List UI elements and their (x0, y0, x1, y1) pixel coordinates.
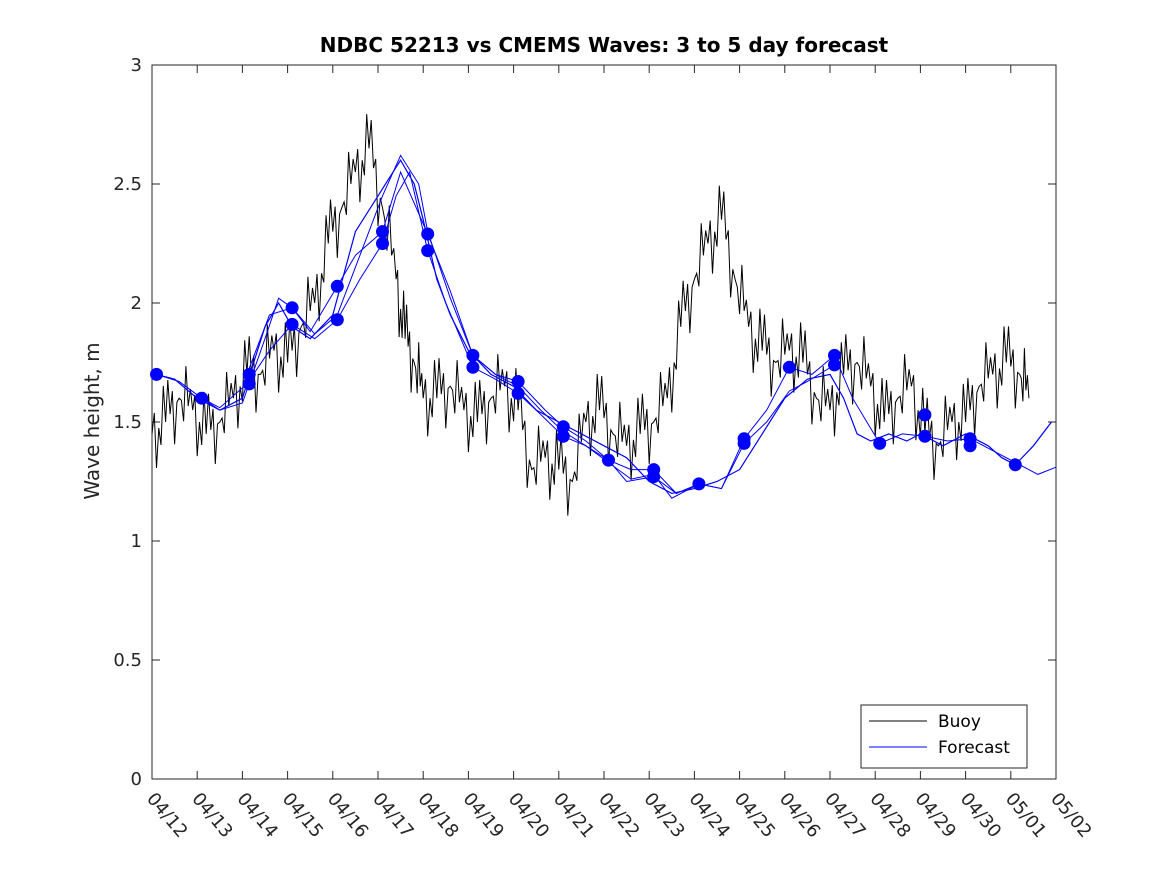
legend: Buoy Forecast (860, 704, 1028, 769)
forecast-marker (737, 436, 751, 450)
forecast-marker (511, 386, 525, 400)
y-tick-label: 2.5 (113, 174, 142, 195)
forecast-marker (466, 360, 480, 374)
x-tick-label: 05/01 (1001, 789, 1050, 842)
x-tick-label: 04/21 (549, 789, 598, 842)
x-tick-label: 04/26 (775, 789, 824, 842)
forecast-marker (242, 367, 256, 381)
forecast-marker (195, 391, 209, 405)
y-axis-label: Wave height, m (80, 342, 104, 499)
series-line-buoy (151, 114, 1030, 516)
forecast-marker (873, 436, 887, 450)
forecast-marker (285, 317, 299, 331)
plot-area (151, 64, 1057, 780)
x-tick-label: 04/30 (956, 789, 1005, 842)
forecast-marker (556, 429, 570, 443)
forecast-marker (692, 477, 706, 491)
forecast-marker (242, 377, 256, 391)
x-tick-label: 04/28 (865, 789, 914, 842)
legend-box (860, 704, 1028, 769)
series-line-forecast (156, 159, 1052, 495)
y-ticks: 0 0.5 1 1.5 2 2.5 3 (113, 55, 1056, 790)
x-tick-label: 04/25 (730, 789, 779, 842)
y-tick-label: 2 (131, 293, 142, 314)
y-tick-label: 1.5 (113, 412, 142, 433)
forecast-marker (828, 358, 841, 372)
forecast-marker (918, 408, 932, 422)
chart-title: NDBC 52213 vs CMEMS Waves: 3 to 5 day fo… (320, 33, 889, 57)
forecast-marker (602, 453, 615, 467)
forecast-marker (376, 225, 389, 239)
forecast-marker (376, 237, 389, 250)
x-tick-label: 04/27 (820, 789, 869, 842)
forecast-marker (963, 439, 977, 453)
forecast-marker (421, 227, 435, 241)
legend-forecast-label: Forecast (938, 738, 1010, 758)
forecast-marker (511, 375, 525, 388)
x-tick-label: 04/12 (142, 789, 191, 842)
x-tick-label: 04/17 (368, 789, 417, 842)
forecast-marker (466, 348, 480, 362)
forecast-marker (828, 348, 841, 362)
legend-buoy-label: Buoy (938, 712, 981, 732)
forecast-marker (285, 301, 299, 315)
x-tick-label: 04/23 (639, 789, 688, 842)
x-tick-label: 04/15 (278, 789, 327, 842)
x-tick-label: 04/24 (685, 789, 734, 842)
x-tick-label: 04/22 (594, 789, 643, 842)
forecast-marker (556, 420, 570, 434)
x-tick-label: 04/14 (233, 789, 282, 842)
x-tick-label: 04/20 (504, 789, 553, 842)
x-tick-label: 05/02 (1046, 789, 1095, 842)
markers-layer (150, 225, 1022, 491)
x-tick-label: 04/13 (187, 789, 236, 842)
forecast-marker (421, 244, 435, 258)
forecast-marker (1008, 458, 1022, 472)
y-tick-label: 0.5 (113, 650, 142, 671)
x-tick-label: 04/19 (459, 789, 508, 842)
forecast-marker (918, 429, 932, 443)
x-tick-label: 04/16 (323, 789, 372, 842)
forecast-marker (330, 279, 344, 293)
y-tick-label: 3 (131, 55, 142, 76)
forecast-marker (150, 367, 163, 381)
x-tick-label: 04/29 (911, 789, 960, 842)
x-tick-label: 04/18 (413, 789, 462, 842)
forecast-marker (782, 360, 796, 374)
forecast-marker (647, 470, 661, 484)
y-tick-label: 0 (131, 769, 142, 790)
forecast-marker (330, 313, 344, 327)
y-tick-label: 1 (131, 531, 142, 552)
